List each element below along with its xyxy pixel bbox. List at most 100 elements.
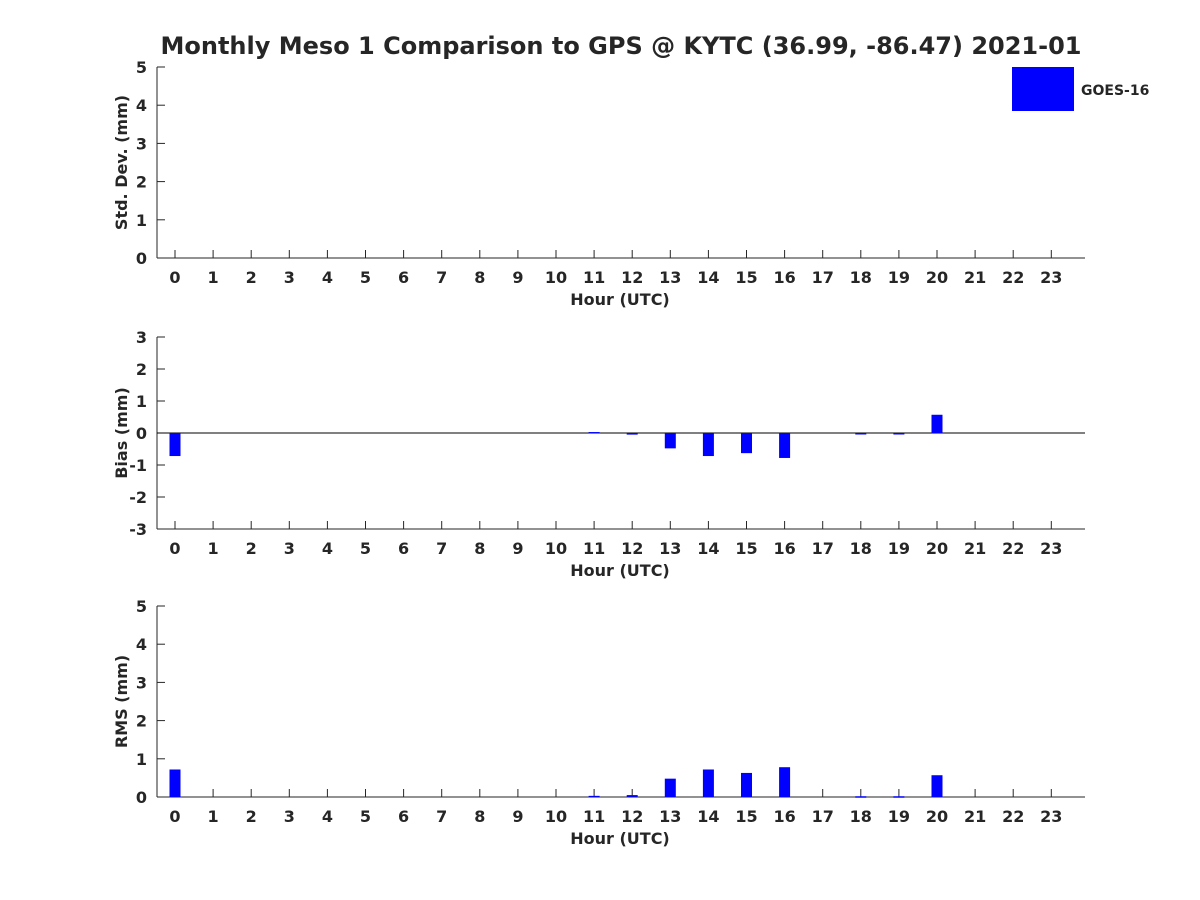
x-tick-label: 17 [812, 807, 834, 826]
bar [741, 772, 752, 797]
bar [779, 767, 791, 797]
x-tick-label: 18 [850, 807, 872, 826]
x-tick-label: 22 [1002, 807, 1024, 826]
bar [169, 433, 181, 457]
x-tick-label: 6 [398, 539, 409, 558]
y-tick-label: 5 [136, 58, 147, 77]
bar [893, 433, 905, 435]
x-tick-label: 2 [246, 807, 257, 826]
x-tick-label: 16 [773, 268, 795, 287]
x-tick-label: 20 [926, 807, 948, 826]
x-tick-label: 4 [322, 268, 333, 287]
bar [779, 433, 791, 458]
x-axis-label: Hour (UTC) [570, 829, 670, 848]
x-tick-label: 13 [659, 539, 681, 558]
bar [855, 433, 867, 435]
y-tick-label: 0 [136, 249, 147, 268]
x-tick-label: 3 [284, 807, 295, 826]
x-tick-label: 14 [697, 807, 719, 826]
y-tick-label: 1 [136, 750, 147, 769]
y-tick-label: 1 [136, 392, 147, 411]
x-axis-label: Hour (UTC) [570, 561, 670, 580]
x-tick-label: 14 [697, 268, 719, 287]
x-tick-label: 16 [773, 539, 795, 558]
bar [664, 433, 676, 449]
legend-label: GOES-16 [1081, 83, 1149, 99]
x-tick-label: 14 [697, 539, 719, 558]
y-tick-label: 0 [136, 788, 147, 807]
bar [588, 795, 600, 798]
x-tick-label: 23 [1040, 807, 1062, 826]
x-axis-label: Hour (UTC) [570, 290, 670, 309]
bar [702, 769, 714, 797]
bar [626, 795, 638, 797]
x-tick-label: 21 [964, 268, 986, 287]
y-tick-label: 4 [136, 96, 147, 115]
x-tick-label: 22 [1002, 539, 1024, 558]
x-tick-label: 2 [246, 539, 257, 558]
x-tick-label: 18 [850, 268, 872, 287]
y-axis-label: Std. Dev. (mm) [112, 95, 131, 230]
y-axis-label: Bias (mm) [112, 387, 131, 479]
x-tick-label: 17 [812, 539, 834, 558]
x-tick-label: 13 [659, 268, 681, 287]
y-tick-label: 2 [136, 360, 147, 379]
bar [893, 796, 905, 798]
x-tick-label: 19 [888, 807, 910, 826]
x-tick-label: 0 [169, 807, 180, 826]
x-tick-label: 8 [474, 268, 485, 287]
x-tick-label: 15 [735, 268, 757, 287]
x-tick-label: 8 [474, 539, 485, 558]
bar [855, 796, 867, 798]
x-tick-label: 4 [322, 807, 333, 826]
x-tick-label: 2 [246, 268, 257, 287]
y-tick-label: 5 [136, 597, 147, 616]
bar [931, 775, 943, 797]
y-tick-label: -3 [129, 520, 147, 539]
x-tick-label: 9 [512, 539, 523, 558]
x-tick-label: 20 [926, 539, 948, 558]
bar [626, 433, 638, 435]
x-tick-label: 11 [583, 539, 605, 558]
bar [702, 433, 714, 457]
x-tick-label: 18 [850, 539, 872, 558]
x-tick-label: 11 [583, 807, 605, 826]
x-tick-label: 5 [360, 539, 371, 558]
y-axis-label: RMS (mm) [112, 655, 131, 748]
x-tick-label: 21 [964, 807, 986, 826]
x-tick-label: 15 [735, 539, 757, 558]
x-tick-label: 20 [926, 268, 948, 287]
x-tick-label: 16 [773, 807, 795, 826]
x-tick-label: 10 [545, 807, 567, 826]
x-tick-label: 10 [545, 268, 567, 287]
y-tick-label: -1 [129, 456, 147, 475]
bar [169, 769, 181, 797]
chart-title: Monthly Meso 1 Comparison to GPS @ KYTC … [161, 32, 1082, 60]
x-tick-label: 8 [474, 807, 485, 826]
y-tick-label: 3 [136, 673, 147, 692]
x-tick-label: 21 [964, 539, 986, 558]
y-tick-label: 4 [136, 635, 147, 654]
x-tick-label: 13 [659, 807, 681, 826]
x-tick-label: 15 [735, 807, 757, 826]
bar [664, 778, 676, 797]
x-tick-label: 3 [284, 539, 295, 558]
y-tick-label: 2 [136, 173, 147, 192]
y-tick-label: -2 [129, 488, 147, 507]
x-tick-label: 1 [208, 539, 219, 558]
x-tick-label: 3 [284, 268, 295, 287]
y-tick-label: 1 [136, 211, 147, 230]
legend-swatch [1012, 67, 1074, 111]
x-tick-label: 10 [545, 539, 567, 558]
x-tick-label: 22 [1002, 268, 1024, 287]
x-tick-label: 6 [398, 807, 409, 826]
bar [588, 432, 600, 434]
x-tick-label: 23 [1040, 539, 1062, 558]
legend: GOES-16 [1012, 67, 1149, 111]
bar [931, 414, 943, 433]
x-tick-label: 19 [888, 539, 910, 558]
